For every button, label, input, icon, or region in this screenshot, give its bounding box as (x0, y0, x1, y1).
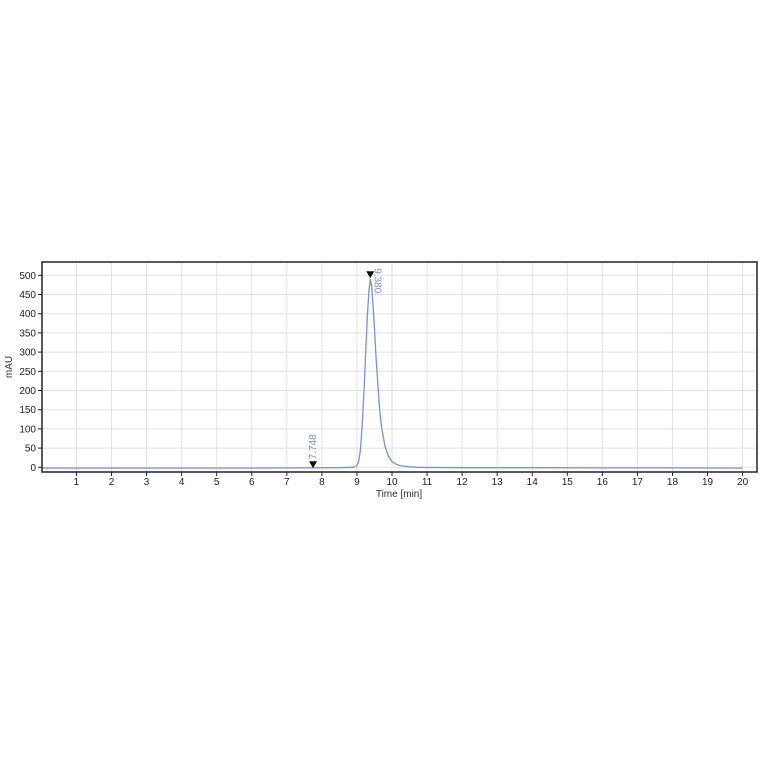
x-axis-ticks: 1 2 3 4 5 6 7 8 9 10 11 12 13 14 15 16 17 18 19 20 (74, 472, 749, 488)
y-tick-label: 300 (19, 348, 36, 359)
chromatogram-trace (41, 278, 743, 469)
x-tick-label: 3 (144, 477, 150, 488)
x-tick-label: 19 (702, 477, 714, 488)
x-tick-label: 6 (249, 477, 255, 488)
y-tick-label: 500 (19, 271, 36, 282)
y-tick-label: 100 (19, 424, 36, 435)
x-tick-label: 4 (179, 477, 185, 488)
x-tick-label: 14 (527, 477, 539, 488)
x-axis-label: Time [min] (376, 489, 423, 500)
x-tick-label: 18 (667, 477, 679, 488)
peak-marker-triangle-icon (309, 461, 318, 469)
x-tick-label: 15 (562, 477, 574, 488)
y-axis-ticks: 0 50 100 150 200 250 300 350 400 450 500 (19, 271, 42, 474)
y-tick-label: 200 (19, 386, 36, 397)
plot-frame (41, 261, 758, 473)
y-tick-label: 400 (19, 309, 36, 320)
x-tick-label: 5 (214, 477, 220, 488)
y-tick-label: 450 (19, 290, 36, 301)
x-tick-label: 20 (737, 477, 749, 488)
y-tick-label: 350 (19, 328, 36, 339)
x-tick-label: 7 (284, 477, 290, 488)
peak-markers: 7.748 9.380 (308, 268, 382, 469)
peak-label: 7.748 (308, 434, 319, 459)
x-tick-label: 12 (457, 477, 469, 488)
y-tick-label: 50 (25, 444, 37, 455)
x-tick-label: 1 (74, 477, 80, 488)
x-tick-label: 2 (109, 477, 115, 488)
y-axis-label: mAU (4, 356, 15, 378)
peak-marker-triangle-icon (366, 271, 375, 279)
x-tick-label: 11 (422, 477, 433, 488)
grid (42, 262, 757, 472)
x-tick-label: 17 (632, 477, 644, 488)
x-tick-label: 16 (597, 477, 609, 488)
y-tick-label: 150 (19, 405, 36, 416)
x-tick-label: 9 (354, 477, 360, 488)
x-tick-label: 8 (319, 477, 325, 488)
x-tick-label: 10 (386, 477, 398, 488)
x-tick-label: 13 (492, 477, 504, 488)
peak-label: 9.380 (371, 268, 382, 293)
y-tick-label: 0 (30, 463, 36, 474)
y-tick-label: 250 (19, 367, 36, 378)
